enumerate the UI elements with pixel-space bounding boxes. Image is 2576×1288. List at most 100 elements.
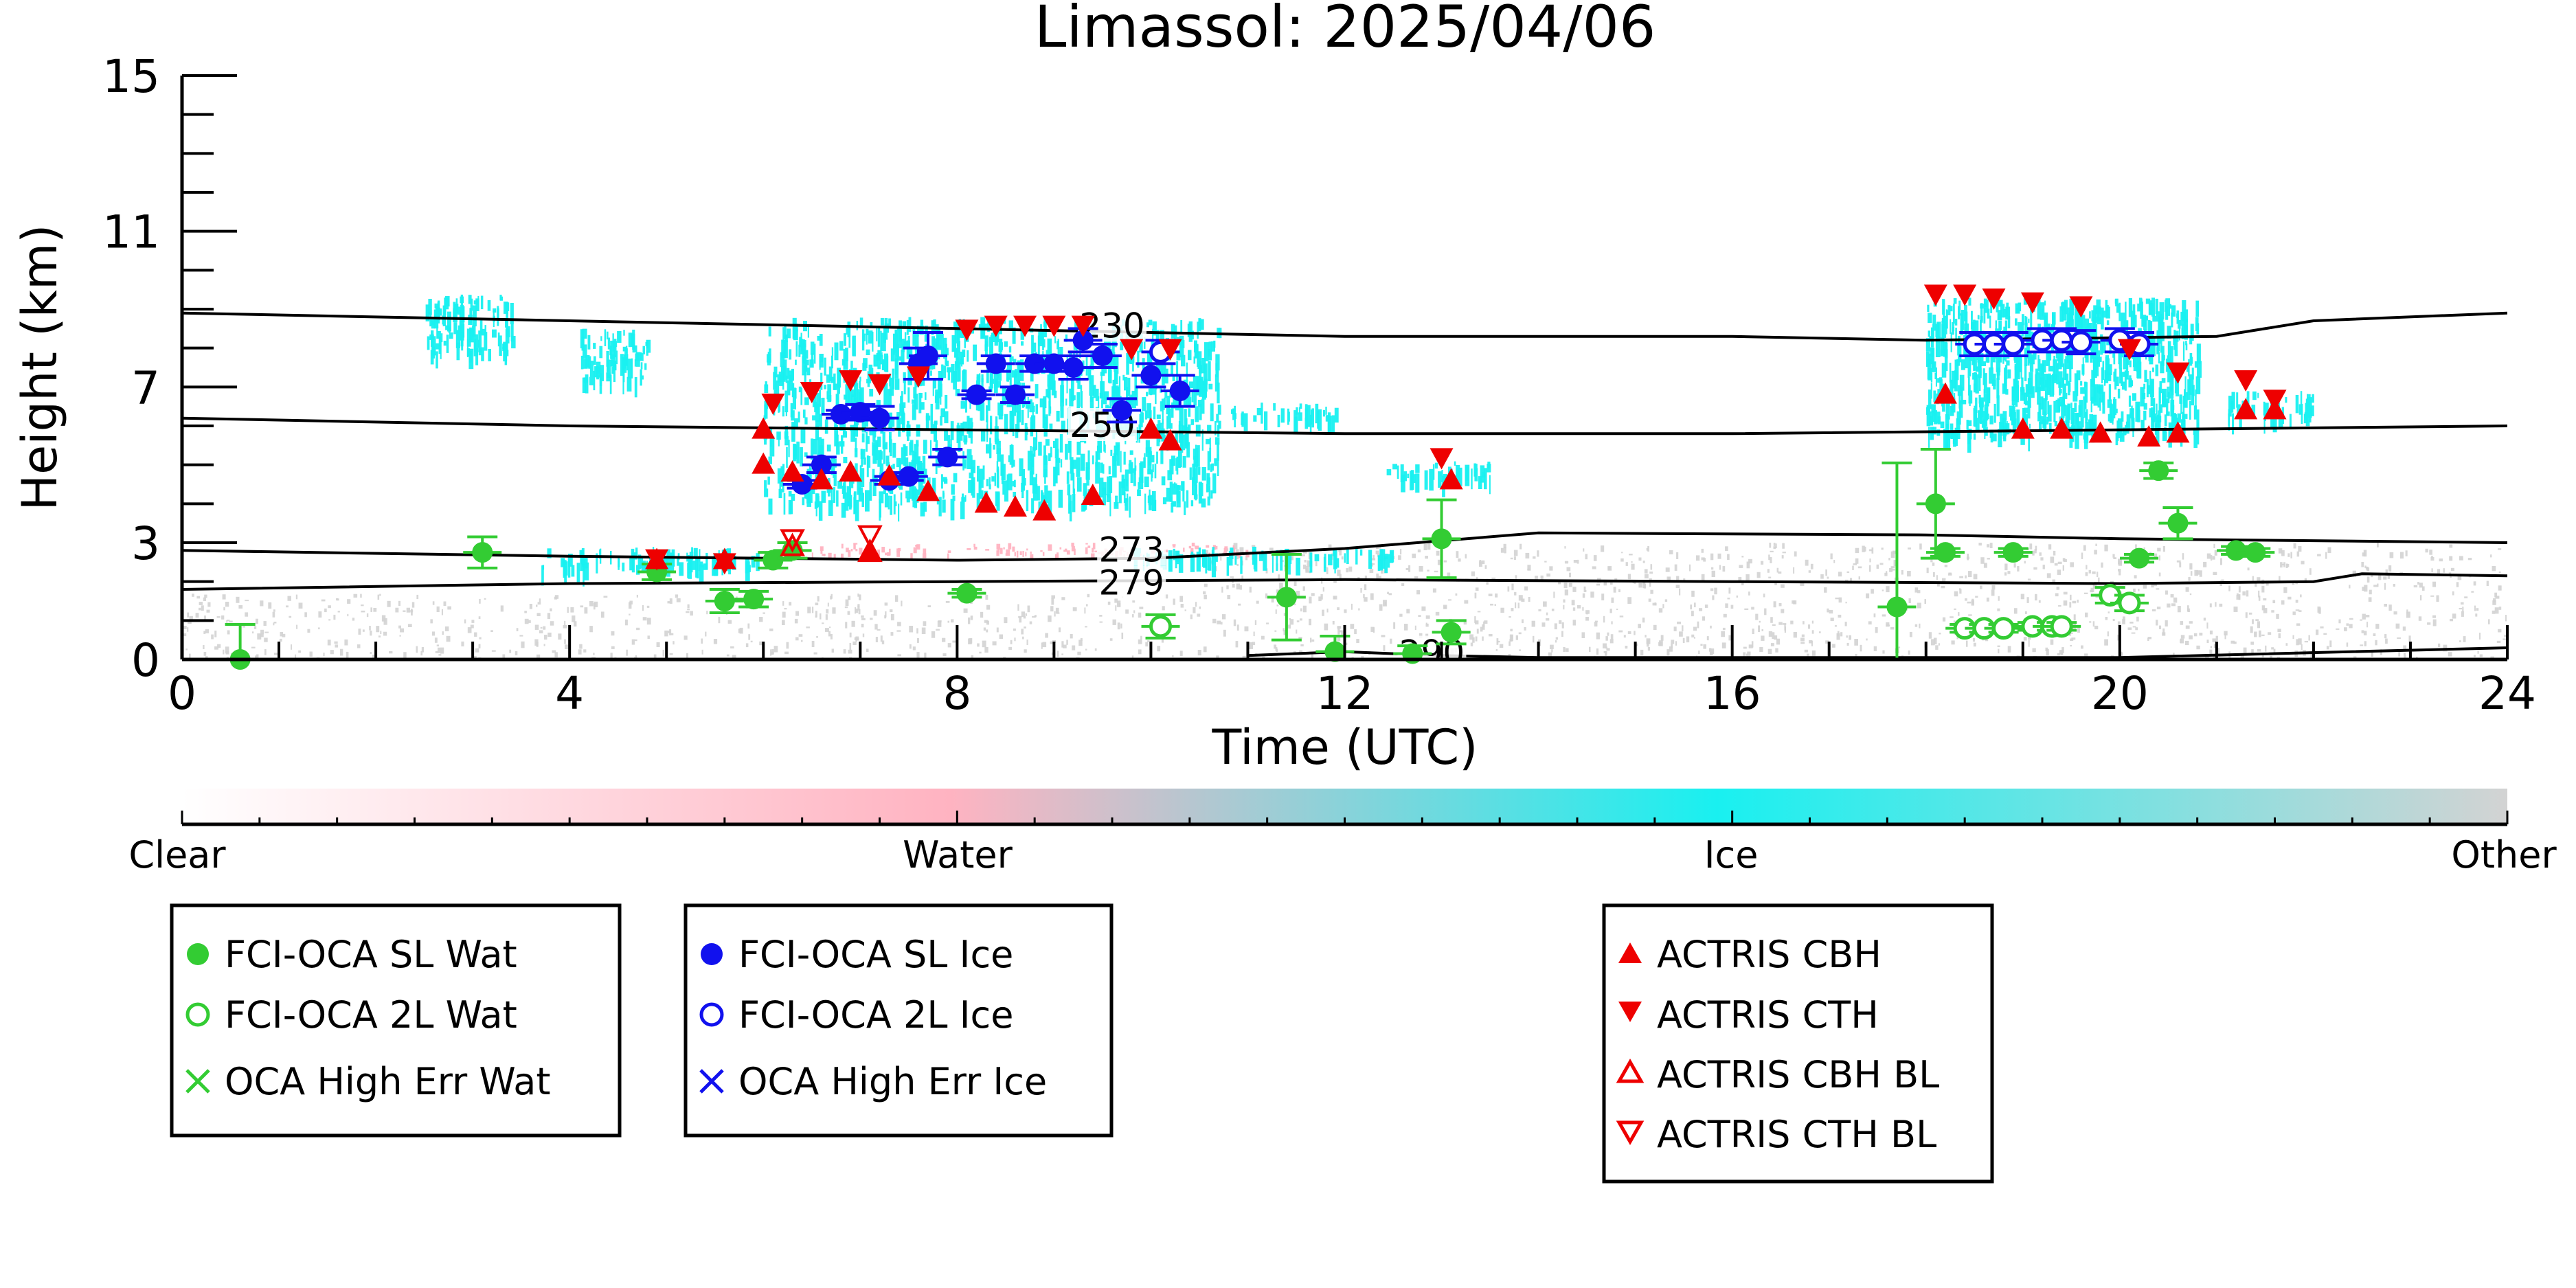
cloud-pixel xyxy=(1634,631,1636,635)
data-point xyxy=(984,315,1008,337)
cloud-pixel xyxy=(888,412,892,431)
cloud-pixel xyxy=(1415,473,1420,493)
cloud-pixel xyxy=(1276,605,1279,607)
cloud-pixel xyxy=(2183,414,2185,418)
cloud-pixel xyxy=(217,644,221,648)
cloud-pixel xyxy=(1193,494,1198,499)
cloud-pixel xyxy=(2406,611,2410,618)
cloud-pixel xyxy=(845,348,848,361)
cloud-pixel xyxy=(884,602,888,606)
cloud-pixel xyxy=(1126,387,1129,403)
cloud-pixel xyxy=(1073,460,1076,469)
cloud-pixel xyxy=(1061,380,1064,403)
cloud-pixel xyxy=(833,487,836,504)
cloud-pixel xyxy=(859,594,861,600)
cloud-pixel xyxy=(1140,461,1144,483)
cloud-pixel xyxy=(1338,630,1342,633)
cloud-pixel xyxy=(1333,596,1335,599)
cloud-pixel xyxy=(825,628,829,632)
cloud-pixel xyxy=(2108,372,2112,381)
cloud-pixel xyxy=(1233,619,1236,626)
series-actris-cth xyxy=(645,284,2287,575)
cloud-pixel xyxy=(2156,607,2161,609)
cloud-pixel xyxy=(767,356,771,365)
cloud-pixel xyxy=(539,630,543,633)
cloud-pixel xyxy=(959,351,964,365)
cloud-pixel xyxy=(1572,607,1576,611)
cloud-pixel xyxy=(938,345,942,350)
cloud-pixel xyxy=(1825,569,1827,576)
cloud-pixel xyxy=(436,343,440,350)
cloud-pixel xyxy=(593,370,596,391)
cloud-pixel xyxy=(1987,396,1989,407)
cloud-pixel xyxy=(984,335,988,347)
cloud-pixel xyxy=(568,554,573,567)
cloud-pixel xyxy=(589,626,593,633)
cloud-pixel xyxy=(923,440,927,454)
cloud-pixel xyxy=(1051,595,1055,599)
cloud-pixel xyxy=(2387,573,2390,579)
cloud-pixel xyxy=(1649,583,1651,587)
cloud-pixel xyxy=(2300,594,2302,598)
cloud-pixel xyxy=(832,607,836,614)
cloud-pixel xyxy=(1364,584,1367,591)
cloud-pixel xyxy=(2029,423,2031,429)
cloud-pixel xyxy=(1472,637,1475,643)
cloud-pixel xyxy=(1024,649,1027,653)
data-point xyxy=(1169,381,1190,401)
cloud-pixel xyxy=(795,637,799,641)
cloud-pixel xyxy=(1646,638,1651,644)
cloud-pixel xyxy=(1519,649,1522,651)
cloud-pixel xyxy=(478,348,482,356)
cloud-pixel xyxy=(782,485,784,493)
cloud-pixel xyxy=(1121,474,1125,488)
cloud-pixel xyxy=(1546,573,1550,577)
cloud-pixel xyxy=(1527,568,1530,570)
cloud-pixel xyxy=(2176,376,2180,397)
cloud-pixel xyxy=(1104,444,1106,453)
data-point xyxy=(743,589,765,610)
cloud-pixel xyxy=(2165,300,2167,312)
cloud-pixel xyxy=(2077,599,2079,603)
cloud-pixel xyxy=(1019,458,1024,477)
cloud-pixel xyxy=(1810,563,1814,569)
data-point xyxy=(2234,370,2258,392)
cloud-pixel xyxy=(929,365,934,370)
cloud-pixel xyxy=(2112,416,2114,425)
cloud-pixel xyxy=(997,324,999,343)
cloud-pixel xyxy=(1748,644,1753,648)
cloud-pixel xyxy=(880,330,882,352)
cloud-pixel xyxy=(1763,594,1765,598)
cloud-pixel xyxy=(828,500,833,516)
cloud-pixel xyxy=(2143,403,2147,410)
cloud-pixel xyxy=(1727,598,1730,600)
cloud-pixel xyxy=(699,564,704,584)
cloud-pixel xyxy=(2075,303,2080,320)
cloud-pixel xyxy=(617,331,622,343)
cloud-pixel xyxy=(1566,648,1569,652)
cloud-pixel xyxy=(1935,367,1937,387)
cloud-pixel xyxy=(2450,567,2454,571)
cloud-pixel xyxy=(2023,637,2027,641)
cloud-pixel xyxy=(1123,492,1126,503)
cloud-pixel xyxy=(1941,320,1947,338)
cloud-pixel xyxy=(954,361,960,382)
cloud-pixel xyxy=(1048,453,1051,461)
cloud-pixel xyxy=(1186,442,1190,457)
cloud-pixel xyxy=(1746,561,1750,569)
series-actris-cbh-bl xyxy=(780,532,883,563)
cloud-pixel xyxy=(1059,347,1063,356)
data-point xyxy=(1933,382,1957,404)
cloud-pixel xyxy=(1188,424,1191,434)
cloud-pixel xyxy=(916,628,918,634)
cloud-pixel xyxy=(1190,553,1195,572)
cloud-pixel xyxy=(2189,374,2194,395)
cloud-pixel xyxy=(1511,635,1513,640)
cloud-pixel xyxy=(337,611,340,613)
data-point xyxy=(1886,596,1908,618)
cloud-pixel xyxy=(1275,647,1278,651)
cloud-pixel xyxy=(1092,547,1094,553)
cloud-pixel xyxy=(481,347,484,361)
cloud-pixel xyxy=(2085,612,2088,618)
cloud-pixel xyxy=(1833,560,1835,563)
